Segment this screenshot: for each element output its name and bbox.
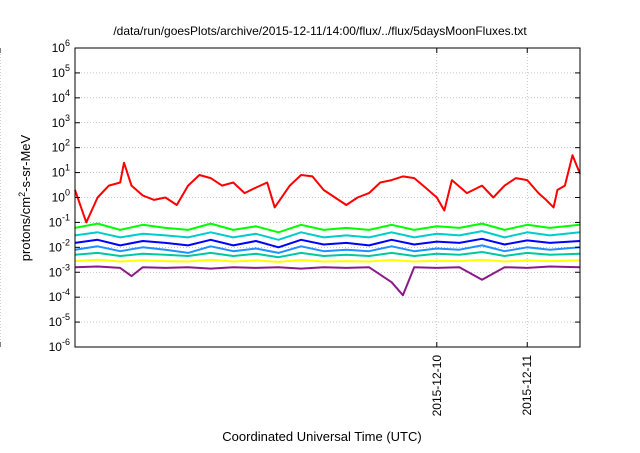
y-tick-label: 10-5 [49, 312, 70, 329]
x-axis-label: Coordinated Universal Time (UTC) [222, 429, 421, 444]
x-tick-label: 2015-12-11 [520, 355, 534, 416]
series-line-5 [75, 245, 580, 253]
y-tick-label: 10-4 [49, 287, 70, 304]
y-tick-label: 10-1 [49, 212, 70, 229]
y-tick-label: 104 [52, 88, 70, 105]
series-line-3 [75, 231, 580, 240]
series-line-6 [75, 252, 580, 257]
series-line-8 [75, 267, 580, 296]
y-axis-label: protons/cm2-s-sr-MeV [17, 134, 33, 261]
y-tick-label: 103 [52, 113, 70, 130]
series-line-2 [75, 224, 580, 233]
series-line-1 [75, 155, 580, 222]
series-line-7 [75, 260, 580, 262]
series-layer [75, 155, 580, 295]
y-tick-label: 100 [52, 188, 70, 205]
y-tick-label: 102 [52, 138, 70, 155]
series-line-4 [75, 239, 580, 248]
y-tick-label: 105 [52, 63, 70, 80]
y-tick-label: 101 [52, 163, 70, 180]
y-tick-label: 10-6 [49, 337, 70, 354]
x-tick-label: 2015-12-10 [430, 355, 444, 417]
axis-layer: 10-6 10-5 10-4 10-3 10-2 10-1 100 101 102 103 104 1… [0, 0, 580, 416]
y-tick-label: 10-2 [49, 237, 70, 254]
chart-title: /data/run/goesPlots/archive/2015-12-11/1… [113, 24, 527, 38]
y-tick-label: 106 [52, 38, 70, 55]
y-tick-label: 10-3 [49, 262, 70, 279]
